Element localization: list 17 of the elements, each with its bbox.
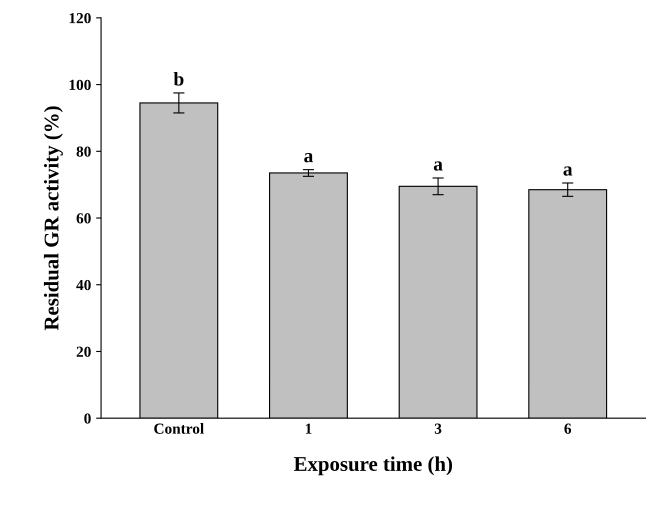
- y-axis-title: Residual GR activity (%): [44, 106, 63, 330]
- annotation: a: [434, 161, 443, 171]
- annotation: a: [563, 166, 572, 176]
- y-tick-label: 80: [76, 146, 91, 157]
- y-tick-label: 0: [84, 413, 91, 424]
- x-axis-title: Exposure time (h): [294, 456, 452, 476]
- annotation: a: [304, 153, 314, 162]
- x-tick-label: 3: [434, 424, 442, 434]
- y-tick-label: 100: [70, 80, 91, 90]
- y-tick-label: 20: [76, 346, 91, 357]
- x-tick-label: 1: [306, 424, 312, 434]
- y-tick-label: 60: [76, 213, 91, 224]
- y-tick-label: 120: [70, 12, 91, 24]
- x-tick-label: Control: [154, 423, 204, 434]
- y-tick-label: 40: [76, 280, 91, 290]
- x-tick-label: 6: [564, 424, 572, 434]
- annotation: b: [174, 72, 184, 86]
